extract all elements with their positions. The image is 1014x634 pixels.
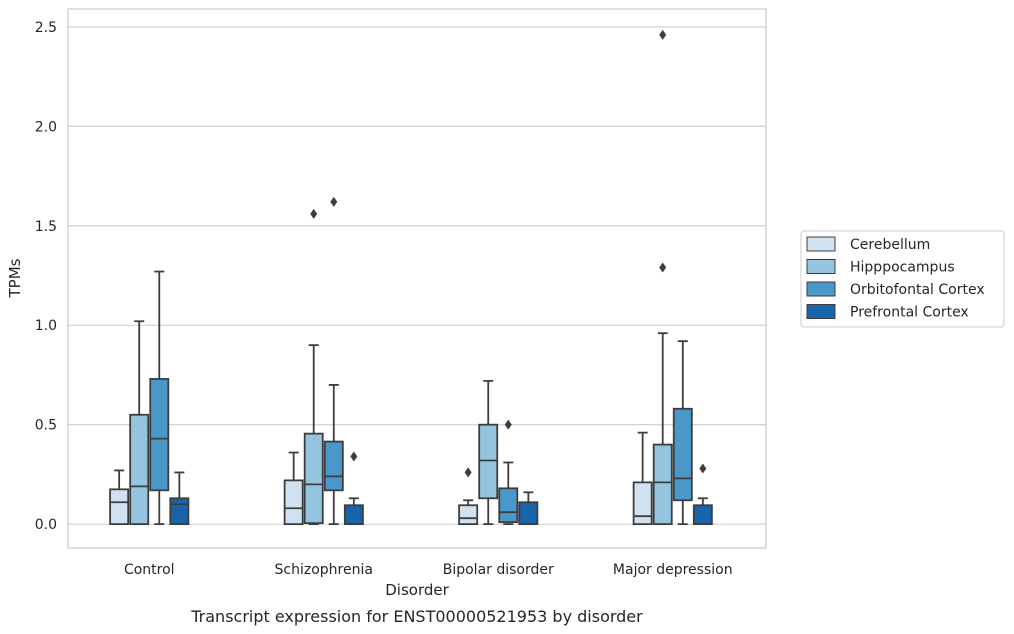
outlier-point (699, 463, 707, 474)
y-tick-label: 1.0 (35, 318, 57, 334)
y-tick-label: 2.0 (35, 119, 57, 135)
box (652, 443, 673, 526)
box (343, 504, 364, 526)
box (109, 488, 130, 526)
outlier-point (659, 29, 667, 40)
box (303, 432, 324, 525)
x-tick-label: Bipolar disorder (443, 562, 554, 578)
box (129, 413, 150, 526)
box-plots (109, 29, 713, 526)
y-axis-label: TPMs (6, 258, 24, 298)
box-3-3 (692, 463, 713, 526)
box (458, 504, 479, 526)
box-1-1 (303, 208, 324, 526)
legend-label: Prefrontal Cortex (850, 305, 969, 321)
box-0-3 (169, 471, 190, 526)
box (323, 440, 344, 492)
plot-frame (67, 8, 767, 549)
legend-swatch (806, 259, 836, 274)
outlier-point (330, 196, 338, 207)
box-0-0 (109, 469, 130, 526)
legend-swatch (806, 304, 836, 319)
box-2-3 (518, 491, 539, 526)
outlier-point (310, 208, 318, 219)
box-2-1 (478, 380, 499, 526)
box-2-0 (458, 467, 479, 526)
box-0-1 (129, 320, 150, 526)
box-2-2 (498, 419, 519, 526)
outlier-point (659, 262, 667, 273)
y-tick-label: 0.0 (35, 517, 57, 533)
box-1-0 (283, 451, 304, 526)
box (149, 378, 170, 492)
y-tick-label: 1.5 (35, 219, 57, 235)
x-tick-label: Major depression (613, 562, 733, 578)
legend-label: Cerebellum (850, 237, 930, 253)
legend-label: Orbitofontal Cortex (850, 282, 985, 298)
y-tick-label: 0.5 (35, 418, 57, 434)
box-0-2 (149, 270, 170, 526)
x-tick-labels: Control Schizophrenia Bipolar disorder Majo… (124, 562, 733, 578)
box (518, 501, 539, 526)
y-tick-labels: 0.0 0.5 1.0 1.5 2.0 2.5 (35, 20, 57, 533)
box-1-3 (343, 451, 364, 526)
box (169, 497, 190, 526)
box (672, 407, 693, 502)
legend-swatch (806, 236, 836, 252)
legend: Cerebellum Hipppocampus Orbitofontal Corte… (800, 230, 1005, 328)
box (632, 481, 653, 526)
box-1-2 (323, 196, 344, 526)
legend-label: Hipppocampus (850, 260, 955, 276)
outlier-point (504, 419, 512, 430)
x-tick-label: Control (124, 562, 175, 578)
x-tick-label: Schizophrenia (275, 562, 373, 578)
y-tick-label: 2.5 (35, 20, 57, 36)
box (498, 487, 519, 524)
legend-swatch (806, 281, 836, 297)
box (692, 504, 713, 526)
box-3-0 (632, 431, 653, 526)
box-3-2 (672, 340, 693, 526)
box-3-1 (652, 29, 673, 526)
outlier-point (464, 467, 472, 478)
chart-caption: Transcript expression for ENST0000052195… (190, 607, 643, 626)
outlier-point (350, 451, 358, 462)
x-axis-label: Disorder (385, 581, 449, 599)
legend-frame (800, 230, 1005, 328)
box (283, 479, 304, 526)
box (478, 423, 499, 500)
